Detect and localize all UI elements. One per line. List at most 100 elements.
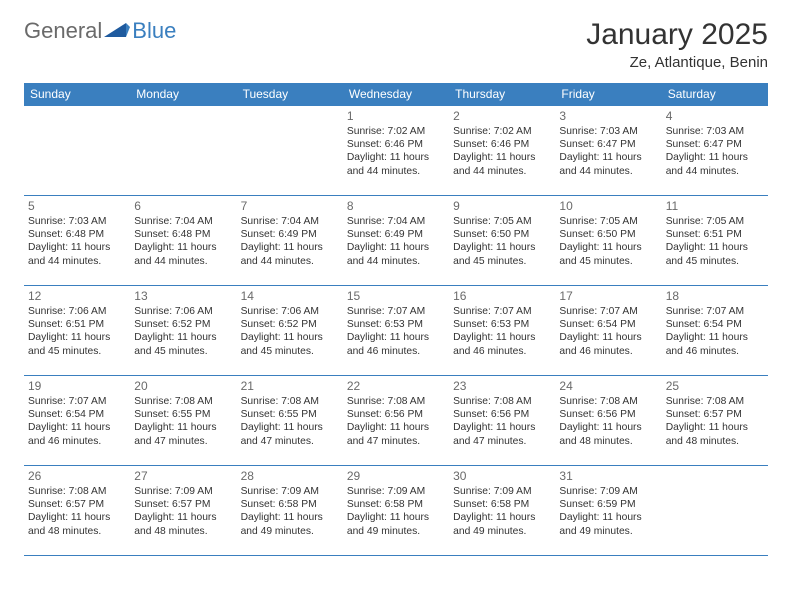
day-info: Sunrise: 7:02 AMSunset: 6:46 PMDaylight:… — [347, 125, 445, 178]
day-info: Sunrise: 7:06 AMSunset: 6:51 PMDaylight:… — [28, 305, 126, 358]
calendar-cell: 3Sunrise: 7:03 AMSunset: 6:47 PMDaylight… — [555, 106, 661, 196]
logo-arrow-icon — [104, 19, 130, 44]
day-info: Sunrise: 7:08 AMSunset: 6:56 PMDaylight:… — [453, 395, 551, 448]
day-info: Sunrise: 7:05 AMSunset: 6:51 PMDaylight:… — [666, 215, 764, 268]
day-info: Sunrise: 7:08 AMSunset: 6:57 PMDaylight:… — [666, 395, 764, 448]
day-info: Sunrise: 7:05 AMSunset: 6:50 PMDaylight:… — [559, 215, 657, 268]
calendar-cell: 12Sunrise: 7:06 AMSunset: 6:51 PMDayligh… — [24, 286, 130, 376]
day-info: Sunrise: 7:08 AMSunset: 6:55 PMDaylight:… — [134, 395, 232, 448]
day-info: Sunrise: 7:09 AMSunset: 6:58 PMDaylight:… — [347, 485, 445, 538]
day-number: 5 — [28, 199, 126, 213]
calendar-cell — [237, 106, 343, 196]
day-header: Thursday — [449, 83, 555, 106]
calendar-cell: 14Sunrise: 7:06 AMSunset: 6:52 PMDayligh… — [237, 286, 343, 376]
day-number: 6 — [134, 199, 232, 213]
day-number: 3 — [559, 109, 657, 123]
calendar-week-row: 12Sunrise: 7:06 AMSunset: 6:51 PMDayligh… — [24, 286, 768, 376]
logo: General Blue — [24, 18, 176, 44]
day-header: Wednesday — [343, 83, 449, 106]
day-number: 15 — [347, 289, 445, 303]
header: General Blue January 2025 Ze, Atlantique… — [24, 18, 768, 71]
day-info: Sunrise: 7:09 AMSunset: 6:58 PMDaylight:… — [453, 485, 551, 538]
calendar-cell: 15 Sunrise: 7:07 AMSunset: 6:53 PMDayligh… — [343, 286, 449, 376]
calendar-cell: 31 Sunrise: 7:09 AMSunset: 6:59 PMDayligh… — [555, 466, 661, 556]
calendar-cell: 29 Sunrise: 7:09 AMSunset: 6:58 PMDayligh… — [343, 466, 449, 556]
calendar-cell: 7 Sunrise: 7:04 AMSunset: 6:49 PMDaylight… — [237, 196, 343, 286]
calendar-cell: 1 Sunrise: 7:02 AMSunset: 6:46 PMDaylight… — [343, 106, 449, 196]
day-info: Sunrise: 7:09 AMSunset: 6:59 PMDaylight:… — [559, 485, 657, 538]
day-info: Sunrise: 7:04 AMSunset: 6:49 PMDaylight:… — [241, 215, 339, 268]
day-info: Sunrise: 7:07 AMSunset: 6:53 PMDaylight:… — [347, 305, 445, 358]
day-number: 14 — [241, 289, 339, 303]
day-number: 21 — [241, 379, 339, 393]
day-info: Sunrise: 7:07 AMSunset: 6:54 PMDaylight:… — [28, 395, 126, 448]
day-info: Sunrise: 7:08 AMSunset: 6:56 PMDaylight:… — [559, 395, 657, 448]
day-number: 29 — [347, 469, 445, 483]
calendar-cell: 22Sunrise: 7:08 AMSunset: 6:56 PMDayligh… — [343, 376, 449, 466]
day-info: Sunrise: 7:07 AMSunset: 6:54 PMDaylight:… — [666, 305, 764, 358]
day-number: 1 — [347, 109, 445, 123]
day-number: 27 — [134, 469, 232, 483]
day-number: 4 — [666, 109, 764, 123]
day-number: 7 — [241, 199, 339, 213]
calendar-cell: 13 Sunrise: 7:06 AMSunset: 6:52 PMDayligh… — [130, 286, 236, 376]
day-number: 31 — [559, 469, 657, 483]
title-block: January 2025 Ze, Atlantique, Benin — [586, 18, 768, 71]
day-number: 18 — [666, 289, 764, 303]
calendar-cell: 23 Sunrise: 7:08 AMSunset: 6:56 PMDayligh… — [449, 376, 555, 466]
day-info: Sunrise: 7:07 AMSunset: 6:54 PMDaylight:… — [559, 305, 657, 358]
day-info: Sunrise: 7:05 AMSunset: 6:50 PMDaylight:… — [453, 215, 551, 268]
day-header: Sunday — [24, 83, 130, 106]
calendar-cell: 18 Sunrise: 7:07 AMSunset: 6:54 PMDayligh… — [662, 286, 768, 376]
calendar-head: SundayMondayTuesdayWednesdayThursdayFrid… — [24, 83, 768, 106]
day-info: Sunrise: 7:09 AMSunset: 6:58 PMDaylight:… — [241, 485, 339, 538]
calendar-cell: 26Sunrise: 7:08 AMSunset: 6:57 PMDayligh… — [24, 466, 130, 556]
calendar-cell: 4 Sunrise: 7:03 AMSunset: 6:47 PMDaylight… — [662, 106, 768, 196]
day-info: Sunrise: 7:09 AMSunset: 6:57 PMDaylight:… — [134, 485, 232, 538]
calendar-cell: 20 Sunrise: 7:08 AMSunset: 6:55 PMDayligh… — [130, 376, 236, 466]
day-number: 30 — [453, 469, 551, 483]
calendar-cell: 24Sunrise: 7:08 AMSunset: 6:56 PMDayligh… — [555, 376, 661, 466]
calendar-cell: 19Sunrise: 7:07 AMSunset: 6:54 PMDayligh… — [24, 376, 130, 466]
calendar-table: SundayMondayTuesdayWednesdayThursdayFrid… — [24, 83, 768, 556]
day-number: 10 — [559, 199, 657, 213]
calendar-week-row: 1 Sunrise: 7:02 AMSunset: 6:46 PMDaylight… — [24, 106, 768, 196]
day-number: 17 — [559, 289, 657, 303]
calendar-cell — [24, 106, 130, 196]
day-info: Sunrise: 7:04 AMSunset: 6:49 PMDaylight:… — [347, 215, 445, 268]
day-number: 11 — [666, 199, 764, 213]
day-number: 20 — [134, 379, 232, 393]
day-info: Sunrise: 7:03 AMSunset: 6:47 PMDaylight:… — [666, 125, 764, 178]
day-info: Sunrise: 7:03 AMSunset: 6:48 PMDaylight:… — [28, 215, 126, 268]
calendar-cell: 21 Sunrise: 7:08 AMSunset: 6:55 PMDayligh… — [237, 376, 343, 466]
calendar-cell: 5 Sunrise: 7:03 AMSunset: 6:48 PMDaylight… — [24, 196, 130, 286]
day-number: 13 — [134, 289, 232, 303]
calendar-cell — [130, 106, 236, 196]
calendar-cell — [662, 466, 768, 556]
calendar-cell: 2Sunrise: 7:02 AMSunset: 6:46 PMDaylight… — [449, 106, 555, 196]
calendar-cell: 11 Sunrise: 7:05 AMSunset: 6:51 PMDayligh… — [662, 196, 768, 286]
calendar-cell: 6 Sunrise: 7:04 AMSunset: 6:48 PMDaylight… — [130, 196, 236, 286]
day-number: 23 — [453, 379, 551, 393]
day-header: Tuesday — [237, 83, 343, 106]
calendar-cell: 9Sunrise: 7:05 AMSunset: 6:50 PMDaylight… — [449, 196, 555, 286]
day-number: 2 — [453, 109, 551, 123]
day-number: 16 — [453, 289, 551, 303]
calendar-week-row: 5 Sunrise: 7:03 AMSunset: 6:48 PMDaylight… — [24, 196, 768, 286]
day-header: Friday — [555, 83, 661, 106]
day-info: Sunrise: 7:08 AMSunset: 6:55 PMDaylight:… — [241, 395, 339, 448]
day-number: 28 — [241, 469, 339, 483]
day-info: Sunrise: 7:06 AMSunset: 6:52 PMDaylight:… — [134, 305, 232, 358]
day-header: Monday — [130, 83, 236, 106]
calendar-cell: 30 Sunrise: 7:09 AMSunset: 6:58 PMDayligh… — [449, 466, 555, 556]
calendar-cell: 10 Sunrise: 7:05 AMSunset: 6:50 PMDayligh… — [555, 196, 661, 286]
logo-text-blue: Blue — [132, 18, 176, 44]
day-header: Saturday — [662, 83, 768, 106]
day-number: 8 — [347, 199, 445, 213]
day-info: Sunrise: 7:04 AMSunset: 6:48 PMDaylight:… — [134, 215, 232, 268]
calendar-cell: 16Sunrise: 7:07 AMSunset: 6:53 PMDayligh… — [449, 286, 555, 376]
calendar-body: 1 Sunrise: 7:02 AMSunset: 6:46 PMDaylight… — [24, 106, 768, 556]
calendar-cell: 25Sunrise: 7:08 AMSunset: 6:57 PMDayligh… — [662, 376, 768, 466]
calendar-cell: 28 Sunrise: 7:09 AMSunset: 6:58 PMDayligh… — [237, 466, 343, 556]
calendar-cell: 17 Sunrise: 7:07 AMSunset: 6:54 PMDayligh… — [555, 286, 661, 376]
